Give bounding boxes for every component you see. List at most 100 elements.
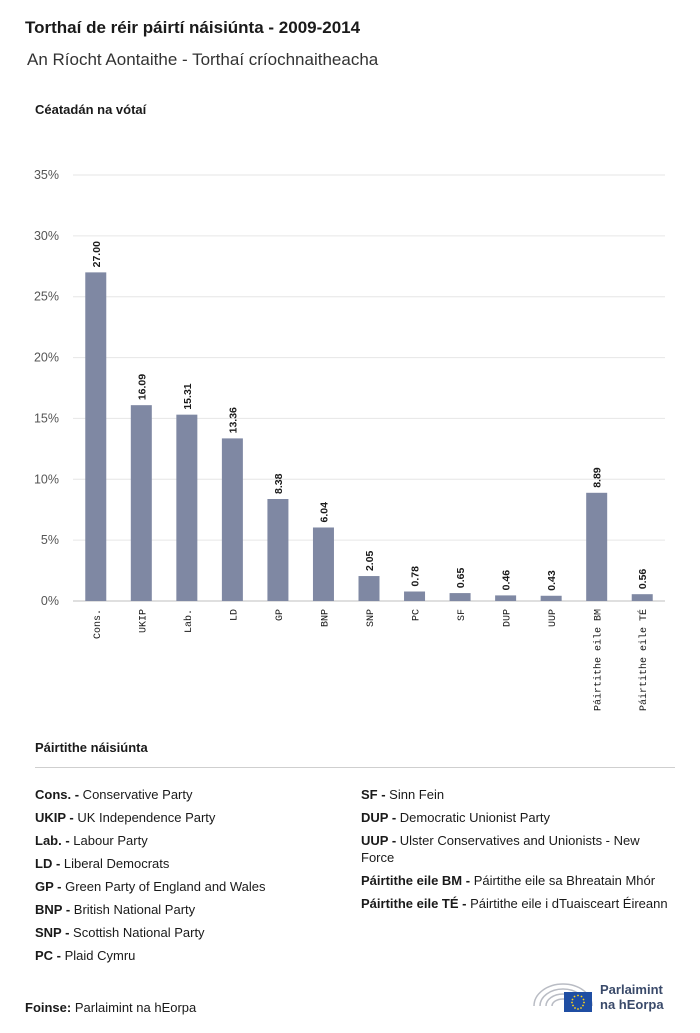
- x-tick-label: UKIP: [138, 609, 149, 633]
- legend-abbr: GP -: [35, 879, 62, 894]
- legend-abbr: SNP -: [35, 925, 70, 940]
- legend-item: DUP - Democratic Unionist Party: [361, 809, 671, 826]
- legend-column-left: Cons. - Conservative Party UKIP - UK Inde…: [35, 786, 345, 970]
- legend-party-name: Sinn Fein: [385, 787, 445, 802]
- data-label: 27.00: [91, 241, 103, 267]
- data-label: 16.09: [136, 374, 148, 400]
- x-tick-label: Cons.: [93, 609, 104, 639]
- data-label: 15.31: [182, 383, 194, 409]
- legend-abbr: Cons. -: [35, 787, 80, 802]
- x-tick-label: Páirtithe eile TÉ: [636, 609, 650, 711]
- y-tick-label: 25%: [34, 290, 59, 304]
- bar: [449, 593, 471, 601]
- legend-abbr: BNP -: [35, 902, 71, 917]
- y-tick-label: 35%: [34, 168, 59, 182]
- chart-subtitle: An Ríocht Aontaithe - Torthaí críochnait…: [27, 50, 379, 69]
- bar: [631, 594, 653, 601]
- legend-abbr: UKIP -: [35, 810, 74, 825]
- chart-title: Torthaí de réir páirtí náisiúnta - 2009-…: [25, 18, 361, 37]
- x-tick-label: GP: [275, 609, 286, 621]
- legend-party-name: Liberal Democrats: [60, 856, 170, 871]
- legend-party-name: Scottish National Party: [69, 925, 205, 940]
- legend-abbr: UUP -: [361, 833, 397, 848]
- bar: [221, 438, 243, 601]
- data-label: 13.36: [227, 407, 239, 433]
- source-note: Foinse: Parlaimint na hEorpa: [25, 1000, 196, 1015]
- european-parliament-logo: Parlaimint na hEorpa: [530, 976, 680, 1016]
- european-parliament-logo-icon: [533, 983, 593, 1012]
- source-text: Parlaimint na hEorpa: [74, 1000, 197, 1015]
- legend-party-name: Democratic Unionist Party: [396, 810, 551, 825]
- source-label: Foinse:: [25, 1000, 72, 1015]
- legend-abbr: Páirtithe eile TÉ -: [361, 896, 467, 911]
- legend-item: Páirtithe eile TÉ - Páirtithe eile i dTu…: [361, 895, 671, 912]
- data-label: 0.65: [455, 567, 467, 588]
- x-tick-label: UUP: [548, 609, 559, 627]
- x-tick-label: SNP: [366, 609, 377, 627]
- legend-divider: [35, 767, 675, 768]
- x-tick-label: SF: [457, 609, 468, 621]
- y-tick-label: 15%: [34, 411, 59, 425]
- y-tick-label: 20%: [34, 351, 59, 365]
- logo-line-2: na hEorpa: [600, 997, 664, 1012]
- legend-item: Páirtithe eile BM - Páirtithe eile sa Bh…: [361, 872, 671, 889]
- bar: [540, 595, 562, 601]
- bar: [404, 591, 426, 601]
- legend-item: SNP - Scottish National Party: [35, 924, 345, 941]
- data-label: 8.89: [592, 467, 604, 488]
- legend-party-name: Labour Party: [69, 833, 148, 848]
- bar: [267, 499, 289, 601]
- y-tick-label: 30%: [34, 229, 59, 243]
- legend-item: GP - Green Party of England and Wales: [35, 878, 345, 895]
- legend-item: LD - Liberal Democrats: [35, 855, 345, 872]
- legend-abbr: Páirtithe eile BM -: [361, 873, 471, 888]
- x-tick-label: LD: [229, 609, 240, 621]
- logo-line-1: Parlaimint: [600, 982, 663, 997]
- data-label: 6.04: [318, 502, 330, 523]
- legend-abbr: SF -: [361, 787, 386, 802]
- bar: [358, 576, 380, 601]
- data-label: 2.05: [364, 550, 376, 571]
- data-label: 8.38: [273, 473, 285, 494]
- legend-party-name: Ulster Conservatives and Unionists - New…: [361, 833, 640, 865]
- bar: [495, 595, 517, 601]
- x-tick-label: Lab.: [183, 609, 195, 633]
- bar-chart: 0% 5% 10% 15% 20% 25% 30% 35% 27.00 Cons. 16.09 UKI…: [34, 168, 665, 711]
- legend-column-right: SF - Sinn Fein DUP - Democratic Unionist …: [361, 786, 671, 918]
- legend-item: Cons. - Conservative Party: [35, 786, 345, 803]
- bar: [312, 527, 334, 601]
- legend-item: PC - Plaid Cymru: [35, 947, 345, 964]
- legend-party-name: Páirtithe eile sa Bhreatain Mhór: [470, 873, 656, 888]
- legend-title: Páirtithe náisiúnta: [35, 740, 148, 755]
- data-label: 0.43: [546, 570, 558, 591]
- legend-party-name: British National Party: [70, 902, 196, 917]
- x-tick-label: PC: [412, 609, 423, 621]
- bar: [85, 272, 107, 601]
- bar: [130, 405, 152, 601]
- bar: [176, 414, 198, 601]
- logo-text: Parlaimint na hEorpa: [600, 982, 664, 1012]
- data-label: 0.46: [501, 570, 513, 591]
- legend-party-name: Páirtithe eile i dTuaisceart Éireann: [466, 896, 668, 911]
- legend-abbr: DUP -: [361, 810, 397, 825]
- x-tick-label: Páirtithe eile BM: [593, 609, 605, 711]
- legend-item: BNP - British National Party: [35, 901, 345, 918]
- legend-party-name: Green Party of England and Wales: [61, 879, 266, 894]
- legend-abbr: LD -: [35, 856, 61, 871]
- data-label: 0.56: [637, 569, 649, 590]
- y-axis-label: Céatadán na vótaí: [35, 102, 147, 117]
- bar: [586, 492, 608, 601]
- legend-item: UUP - Ulster Conservatives and Unionists…: [361, 832, 671, 866]
- legend-item: UKIP - UK Independence Party: [35, 809, 345, 826]
- legend-item: Lab. - Labour Party: [35, 832, 345, 849]
- data-label: 0.78: [410, 566, 422, 587]
- y-tick-label: 5%: [41, 533, 59, 547]
- legend-party-name: Plaid Cymru: [61, 948, 136, 963]
- legend-abbr: PC -: [35, 948, 61, 963]
- x-tick-label: BNP: [320, 609, 331, 627]
- legend-item: SF - Sinn Fein: [361, 786, 671, 803]
- legend-party-name: UK Independence Party: [73, 810, 216, 825]
- legend-party-name: Conservative Party: [79, 787, 193, 802]
- legend-abbr: Lab. -: [35, 833, 70, 848]
- y-tick-label: 10%: [34, 472, 59, 486]
